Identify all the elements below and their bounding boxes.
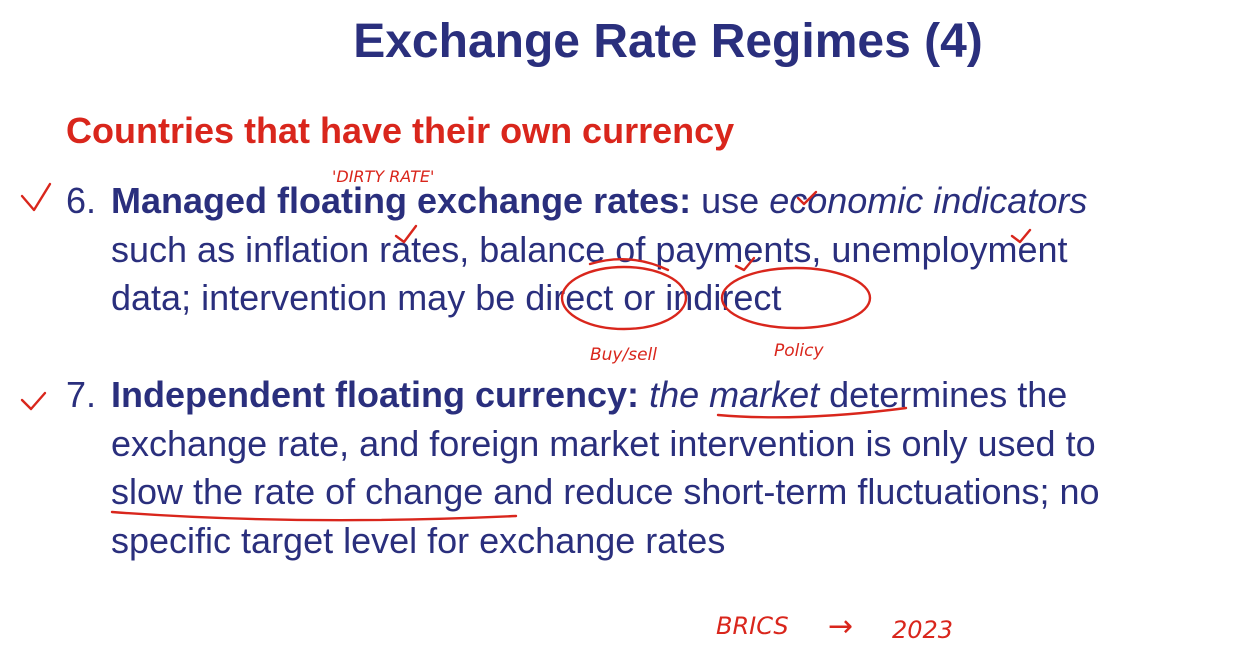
item-7-line-3: slow the rate of change and reduce short…	[111, 471, 1100, 512]
item-space	[639, 374, 649, 415]
slide-subtitle: Countries that have their own currency	[66, 110, 735, 151]
checkmark-icon	[20, 391, 47, 411]
handwritten-buy-sell: Buy/sell	[590, 345, 657, 365]
checkmark-icon	[20, 182, 52, 212]
list-item: 7. Independent floating currency: the mar…	[66, 371, 1236, 565]
item-emphasis: economic indicators	[769, 180, 1088, 221]
item-7-line-2: exchange rate, and foreign market interv…	[111, 422, 1096, 464]
item-7-line-4: specific target level for exchange rates	[111, 519, 726, 561]
handwritten-year: 2023	[892, 616, 953, 644]
item-7-line-1: 7. Independent floating currency: the mar…	[66, 371, 1236, 420]
item-text: use	[691, 180, 770, 221]
item-heading: Independent floating currency:	[111, 374, 640, 415]
item-text: determines the	[819, 374, 1068, 415]
item-6-line-3: data; intervention may be direct or indi…	[111, 277, 782, 318]
item-number: 6.	[66, 180, 97, 221]
handwritten-brics: BRICS	[716, 612, 789, 640]
item-6-line-2: such as inflation rates, balance of paym…	[111, 228, 1068, 270]
item-heading: Managed floating exchange rates:	[111, 180, 692, 221]
handwritten-arrow: →	[828, 609, 853, 644]
item-6-line-1: 6. Managed floating exchange rates: use e…	[66, 177, 1236, 226]
slide-title: Exchange Rate Regimes (4)	[353, 15, 983, 68]
item-number: 7.	[66, 374, 97, 415]
handwritten-policy: Policy	[774, 341, 824, 361]
list-item: 6. Managed floating exchange rates: use e…	[66, 177, 1236, 323]
item-emphasis: the market	[649, 374, 820, 415]
